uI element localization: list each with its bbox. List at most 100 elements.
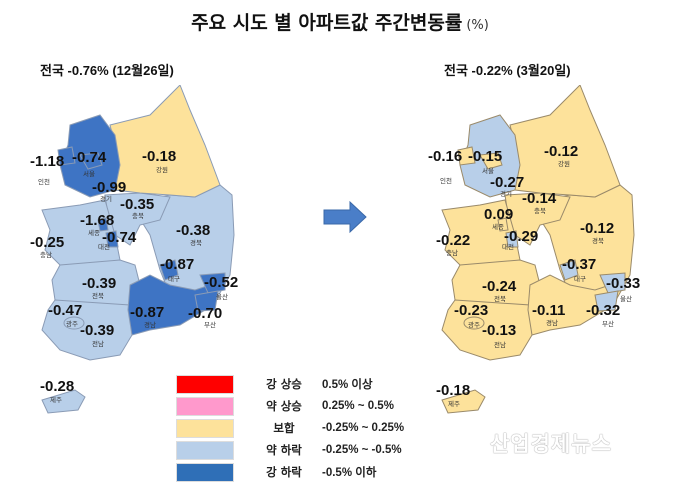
svg-text:세종: 세종 [492,222,504,231]
region-daejeon [505,230,519,248]
legend-swatch [176,396,234,416]
value-ulsan: -0.52 [204,274,238,291]
svg-text:광주: 광주 [66,320,78,328]
region-jeju [41,389,86,414]
svg-text:충북: 충북 [132,211,144,220]
svg-text:세종: 세종 [88,228,100,237]
arrow-right-icon [323,200,367,234]
value-daegu: -0.87 [160,256,194,273]
region-jeju [441,389,486,414]
value-gwangju: -0.47 [48,302,82,319]
svg-text:제주: 제주 [50,396,62,404]
legend-item-weak-fall: 약 하락 -0.25% ~ -0.5% [176,439,404,461]
value-daejeon: -0.29 [504,228,538,245]
svg-text:울산: 울산 [620,294,632,303]
value-jeonbuk: -0.24 [482,278,517,295]
legend: 강 상승 0.5% 이상 약 상승 0.25% ~ 0.5% 보합 -0.25%… [176,373,404,483]
svg-text:제주: 제주 [448,400,460,408]
svg-text:대전: 대전 [502,242,514,251]
value-gwangju: -0.23 [454,302,488,319]
region-daegu [159,259,179,281]
left-map-subtitle: 전국 -0.76% (12월26일) [40,63,174,78]
svg-text:서울: 서울 [482,166,494,175]
region-busan [194,290,219,312]
value-jeonbuk: -0.39 [82,275,116,292]
left-map: -1.18 인천 -0.74 서울 -0.99 경기 -0.18 강원 -0.3… [30,85,238,414]
region-gangwon [509,85,621,198]
svg-text:경기: 경기 [100,194,112,203]
value-gyeongbuk: -0.38 [176,222,210,239]
svg-text:서울: 서울 [83,169,95,178]
svg-text:경북: 경북 [592,236,604,245]
region-ulsan [599,272,626,294]
value-jeju: -0.28 [40,378,74,395]
region-seoul [479,152,503,170]
value-jeonnam: -0.39 [80,322,114,339]
svg-text:충남: 충남 [40,250,52,259]
svg-text:경북: 경북 [190,238,202,247]
value-incheon: -0.16 [428,148,462,165]
value-gangwon: -0.12 [544,143,578,160]
value-gyeonggi: -0.27 [490,174,524,191]
svg-text:인천: 인천 [38,177,50,186]
value-incheon: -1.18 [30,153,64,170]
svg-text:경남: 경남 [546,318,558,327]
right-map: -0.16 인천 -0.15 서울 -0.27 경기 -0.12 강원 -0.1… [428,85,640,414]
region-incheon [457,146,476,166]
value-gyeonggi: -0.99 [92,179,126,196]
left-map-labels: -1.18 인천 -0.74 서울 -0.99 경기 -0.18 강원 -0.3… [30,148,238,404]
svg-text:경남: 경남 [144,320,156,329]
value-chungnam: -0.25 [30,234,64,251]
svg-text:인천: 인천 [440,176,452,185]
svg-text:전남: 전남 [92,339,104,348]
svg-text:경기: 경기 [500,189,512,198]
watermark: 산업경제뉴스 [490,432,612,456]
title-text: 주요 시도 별 아파트값 주간변동률 [191,12,463,34]
svg-text:울산: 울산 [216,292,228,301]
region-gwangju [463,316,485,330]
svg-text:충남: 충남 [446,248,458,257]
svg-text:부산: 부산 [602,319,614,328]
value-sejong: 0.09 [484,206,513,223]
region-daejeon [105,230,119,248]
region-seoul [79,152,103,170]
svg-text:전북: 전북 [494,294,506,303]
value-jeju: -0.18 [436,382,470,399]
legend-swatch [176,440,234,460]
value-gyeongnam: -0.11 [532,302,565,319]
svg-text:부산: 부산 [204,320,216,329]
region-incheon [57,146,76,166]
value-daejeon: -0.74 [102,229,137,246]
value-seoul: -0.74 [72,149,107,166]
legend-swatch [176,418,234,438]
legend-swatch [176,462,234,482]
region-gangwon [109,85,221,198]
legend-item-flat: 보합 -0.25% ~ 0.25% [176,417,404,439]
svg-text:전북: 전북 [92,291,104,300]
region-sejong [497,217,509,232]
value-jeonnam: -0.13 [482,322,516,339]
svg-text:대구: 대구 [168,275,180,283]
svg-text:대전: 대전 [98,242,110,251]
value-busan: -0.70 [188,305,222,322]
legend-item-strong-rise: 강 상승 0.5% 이상 [176,373,404,395]
svg-text:전남: 전남 [494,340,506,349]
value-sejong: -1.68 [80,212,114,229]
region-sejong [97,217,109,232]
right-map-subtitle: 전국 -0.22% (3월20일) [444,63,571,78]
value-daegu: -0.37 [562,256,596,273]
region-gwangju [63,316,85,330]
svg-text:대구: 대구 [574,275,586,283]
title-unit: (%) [466,18,489,33]
svg-text:강원: 강원 [558,159,570,168]
region-ulsan [199,272,226,294]
value-gyeongbuk: -0.12 [580,220,614,237]
svg-text:충북: 충북 [534,206,546,215]
value-chungbuk: -0.14 [522,190,557,207]
legend-swatch [176,374,234,394]
value-chungnam: -0.22 [436,232,470,249]
value-ulsan: -0.33 [606,275,640,292]
value-busan: -0.32 [586,302,620,319]
region-daegu [559,259,579,281]
svg-text:광주: 광주 [468,321,480,329]
